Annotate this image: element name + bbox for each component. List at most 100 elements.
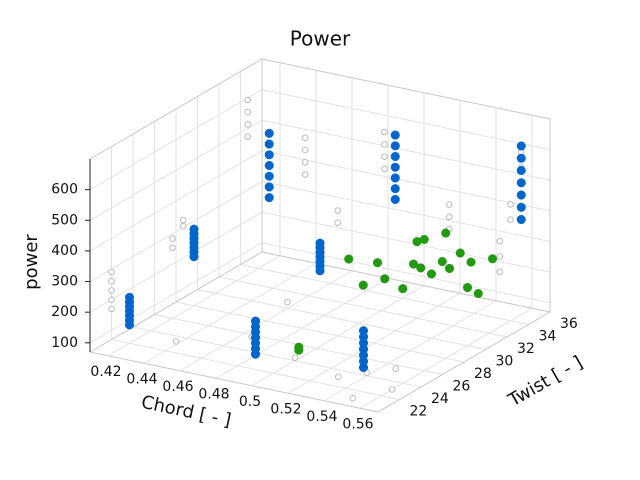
point <box>507 216 514 223</box>
y-tick-label: 32 <box>517 341 535 357</box>
y-tick-label: 34 <box>539 329 557 345</box>
point <box>444 263 455 274</box>
point <box>169 244 176 252</box>
z-tick-label: 200 <box>51 304 78 320</box>
point <box>169 235 176 242</box>
point <box>264 182 274 192</box>
grid-line <box>261 181 551 243</box>
point <box>496 253 504 260</box>
point <box>294 345 304 355</box>
grid-line <box>261 150 551 212</box>
point <box>507 201 514 208</box>
point <box>179 222 187 230</box>
point <box>445 201 453 208</box>
z-tick-label: 600 <box>51 182 78 198</box>
pane-edge <box>377 311 551 413</box>
point <box>334 373 342 381</box>
x-tick-label: 0.42 <box>90 364 121 380</box>
point <box>264 150 274 160</box>
point <box>284 298 291 306</box>
grid-line <box>197 289 486 350</box>
point <box>390 162 400 172</box>
z-tick-label: 300 <box>51 274 78 290</box>
point <box>301 158 309 166</box>
grid-line <box>89 150 263 252</box>
y-tick-label: 36 <box>560 316 578 332</box>
point <box>349 394 357 402</box>
point <box>189 224 199 234</box>
point <box>108 305 115 313</box>
point <box>250 316 261 326</box>
point <box>179 216 187 224</box>
grid-line <box>89 181 263 282</box>
point <box>172 338 180 345</box>
point <box>408 259 419 269</box>
point <box>441 228 451 238</box>
point <box>388 386 396 393</box>
point <box>301 134 309 142</box>
grid-line <box>89 211 263 313</box>
point <box>390 173 400 183</box>
point <box>398 284 408 294</box>
grid-line <box>89 89 263 191</box>
point <box>516 190 526 200</box>
point <box>516 214 526 225</box>
point <box>392 365 400 372</box>
point <box>390 184 400 194</box>
point <box>390 141 400 151</box>
point <box>108 296 115 303</box>
point <box>315 238 325 248</box>
grid-line <box>175 301 465 363</box>
y-tick-label: 28 <box>474 366 492 382</box>
point <box>516 153 526 163</box>
point <box>264 171 274 181</box>
point <box>466 257 476 267</box>
grid-line <box>261 242 551 304</box>
x-tick-label: 0.46 <box>162 379 193 395</box>
point <box>381 153 388 160</box>
point <box>445 213 453 221</box>
grid-line <box>261 119 551 181</box>
grid-line <box>89 242 263 344</box>
pane-edge <box>89 251 263 353</box>
point <box>372 258 383 268</box>
point <box>108 277 115 285</box>
pane-edge <box>261 58 551 120</box>
z-axis-label: power <box>21 234 42 290</box>
point <box>416 263 426 273</box>
grid-line <box>261 89 551 151</box>
point <box>426 269 437 279</box>
point <box>358 326 369 336</box>
point <box>244 121 252 128</box>
point <box>390 130 400 140</box>
y-tick-label: 30 <box>496 354 514 370</box>
point <box>381 165 388 173</box>
point <box>381 128 388 136</box>
point <box>291 354 299 361</box>
grid-line <box>132 326 422 388</box>
x-tick-label: 0.56 <box>342 416 373 432</box>
point <box>455 248 465 258</box>
z-tick-label: 500 <box>51 212 78 228</box>
x-tick-label: 0.5 <box>239 394 261 410</box>
grid-line <box>240 264 529 325</box>
point <box>264 160 274 171</box>
pane-edge <box>89 351 379 413</box>
pane-edge <box>89 58 263 160</box>
point <box>244 96 252 104</box>
grid-line <box>218 276 508 338</box>
point <box>516 165 526 176</box>
point <box>124 292 135 302</box>
point <box>334 207 342 214</box>
point <box>334 219 342 227</box>
point <box>496 237 504 245</box>
x-tick-label: 0.48 <box>198 386 229 402</box>
point <box>381 141 388 148</box>
y-tick-label: 26 <box>453 379 471 395</box>
point <box>301 171 309 178</box>
y-tick-label: 24 <box>431 391 449 407</box>
point <box>412 237 422 247</box>
point <box>344 254 354 264</box>
grid-line <box>111 339 400 400</box>
